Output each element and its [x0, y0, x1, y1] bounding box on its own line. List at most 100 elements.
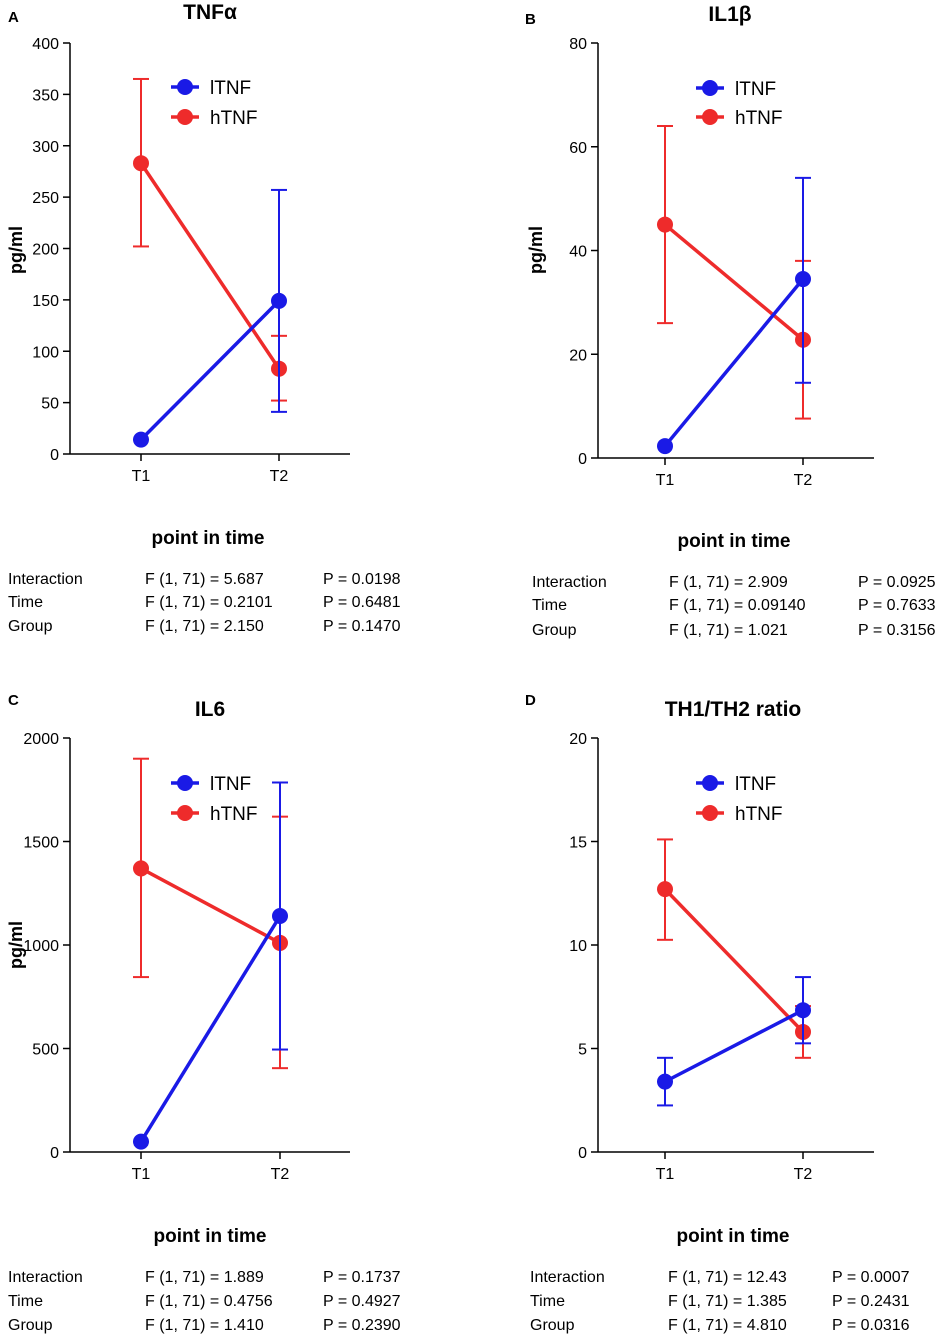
plot-area: 0 20 40 60 80 T1 T2 lTNF hTNF: [569, 36, 874, 489]
y-tick-label: 50: [41, 396, 59, 413]
y-tick-label: 0: [578, 1145, 587, 1162]
stat-label: Time: [8, 594, 43, 611]
y-tick-label: 5: [578, 1042, 587, 1059]
legend-label: lTNF: [735, 774, 776, 795]
stat-f: F (1, 71) = 0.09140: [669, 597, 806, 614]
stat-f: F (1, 71) = 2.909: [669, 574, 788, 591]
x-tick-label: T1: [656, 472, 675, 489]
ltnf-data-point: [271, 292, 287, 309]
htnf-data-point: [657, 881, 673, 898]
stats-table: Interaction F (1, 71) = 2.909 P = 0.0925…: [532, 574, 936, 639]
y-tick-label: 1500: [23, 835, 59, 852]
htnf-series-line: [663, 223, 805, 342]
stat-f: F (1, 71) = 1.385: [668, 1293, 787, 1310]
y-tick-label: 60: [569, 140, 587, 157]
htnf-data-point: [133, 155, 149, 172]
stat-label: Interaction: [532, 574, 607, 591]
chart-title: TNFα: [183, 1, 237, 24]
ltnf-data-point: [133, 1133, 149, 1150]
panel-label: B: [525, 11, 536, 28]
x-axis-label: point in time: [152, 528, 265, 549]
legend-label: hTNF: [210, 108, 258, 129]
y-tick-label: 200: [32, 242, 59, 259]
stat-p: P = 0.0316: [832, 1317, 910, 1334]
y-tick-label: 300: [32, 139, 59, 156]
stat-p: P = 0.7633: [858, 597, 936, 614]
htnf-series-line: [663, 887, 805, 1034]
stat-label: Group: [532, 622, 577, 639]
x-axis-label: point in time: [154, 1226, 267, 1247]
ltnf-data-point: [133, 431, 149, 448]
y-tick-label: 1000: [23, 938, 59, 955]
ltnf-series-line: [664, 1008, 804, 1084]
stat-f: F (1, 71) = 1.889: [145, 1269, 264, 1286]
legend-swatch-marker: [177, 805, 193, 821]
stat-label: Group: [8, 618, 53, 635]
y-axis-label: pg/ml: [526, 226, 546, 274]
y-axis-label: pg/ml: [6, 921, 26, 969]
y-tick-label: 250: [32, 190, 59, 207]
y-tick-label: 400: [32, 36, 59, 53]
y-tick-label: 20: [569, 347, 587, 364]
stat-p: P = 0.1470: [323, 618, 401, 635]
stats-table: Interaction F (1, 71) = 5.687 P = 0.0198…: [8, 571, 401, 635]
y-tick-label: 150: [32, 293, 59, 310]
legend-label: lTNF: [735, 79, 776, 100]
y-tick-label: 0: [578, 451, 587, 468]
legend-label: hTNF: [735, 804, 783, 825]
plot-area: 0 5 10 15 20 T1 T2 lTNF hTNF: [569, 731, 874, 1183]
stat-p: P = 0.2390: [323, 1317, 401, 1334]
chart-title: IL6: [195, 698, 225, 721]
htnf-data-point: [657, 216, 673, 233]
plot-area: 0 500 1000 1500 2000 T1 T2 lTNF hTNF: [23, 731, 350, 1183]
y-axis-label: pg/ml: [6, 226, 26, 274]
panel-c: C IL6 pg/ml 0 500 1000 1500 2000 T1 T2 lTNF hTNF…: [6, 692, 401, 1334]
stat-label: Group: [530, 1317, 575, 1334]
stat-f: F (1, 71) = 0.2101: [145, 594, 273, 611]
y-tick-label: 15: [569, 835, 587, 852]
legend-label: hTNF: [735, 108, 783, 129]
htnf-series-line: [140, 866, 281, 945]
stat-p: P = 0.6481: [323, 594, 401, 611]
stat-label: Interaction: [530, 1269, 605, 1286]
stat-p: P = 0.4927: [323, 1293, 401, 1310]
legend-swatch-marker: [702, 805, 718, 821]
stat-f: F (1, 71) = 4.810: [668, 1317, 787, 1334]
chart-title: IL1β: [708, 3, 751, 26]
stat-f: F (1, 71) = 2.150: [145, 618, 264, 635]
y-tick-label: 0: [50, 447, 59, 464]
stat-p: P = 0.0007: [832, 1269, 910, 1286]
ltnf-data-point: [272, 908, 288, 925]
stats-table: Interaction F (1, 71) = 1.889 P = 0.1737…: [8, 1269, 401, 1334]
ltnf-series-line: [139, 915, 282, 1143]
y-tick-label: 40: [569, 244, 587, 261]
legend-swatch-marker: [702, 109, 718, 125]
y-tick-label: 80: [569, 36, 587, 53]
x-tick-label: T2: [271, 1166, 290, 1183]
x-tick-label: T2: [794, 472, 813, 489]
htnf-series-line: [139, 162, 281, 370]
legend-label: lTNF: [210, 78, 251, 99]
ltnf-series-line: [139, 299, 281, 441]
stat-p: P = 0.2431: [832, 1293, 910, 1310]
ltnf-data-point: [795, 271, 811, 288]
chart-title: TH1/TH2 ratio: [665, 698, 802, 721]
stat-f: F (1, 71) = 1.021: [669, 622, 788, 639]
legend-label: lTNF: [210, 774, 251, 795]
ltnf-data-point: [657, 1073, 673, 1090]
stat-label: Time: [532, 597, 567, 614]
legend-swatch-marker: [177, 775, 193, 791]
y-tick-label: 100: [32, 344, 59, 361]
stat-p: P = 0.0198: [323, 571, 401, 588]
y-tick-label: 10: [569, 938, 587, 955]
y-tick-label: 2000: [23, 731, 59, 748]
panel-d: D TH1/TH2 ratio 0 5 10 15 20 T1 T2 lTNF hTNF poi…: [525, 692, 910, 1334]
stat-f: F (1, 71) = 0.4756: [145, 1293, 273, 1310]
stat-p: P = 0.1737: [323, 1269, 401, 1286]
ltnf-series-line: [663, 277, 805, 448]
x-tick-label: T2: [270, 468, 289, 485]
stat-p: P = 0.3156: [858, 622, 936, 639]
panel-label: D: [525, 692, 536, 709]
x-axis-label: point in time: [678, 531, 791, 552]
y-tick-label: 500: [32, 1042, 59, 1059]
